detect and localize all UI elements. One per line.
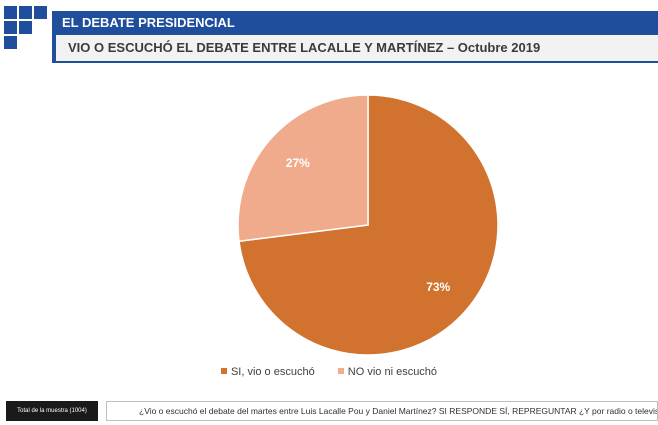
chart-legend: SI, vio o escuchó NO vio ni escuchó: [0, 366, 658, 378]
legend-item-si: SI, vio o escuchó: [220, 366, 315, 378]
pie-chart: 73% 27%: [237, 94, 499, 356]
legend-item-no: NO vio ni escuchó: [337, 366, 438, 378]
pie-slice-1: [237, 94, 369, 243]
legend-swatch-no: [337, 368, 344, 375]
legend-label-si: SI, vio o escuchó: [230, 366, 315, 378]
pie-label-1: 27%: [286, 156, 310, 170]
legend-swatch-si: [220, 368, 227, 375]
section-title: EL DEBATE PRESIDENCIAL: [52, 11, 658, 35]
legend-label-no: NO vio ni escuchó: [347, 366, 438, 378]
chart-subtitle: VIO O ESCUCHÓ EL DEBATE ENTRE LACALLE Y …: [52, 35, 658, 63]
company-logo: [4, 6, 48, 50]
sample-size-label: Total de la muestra (1004): [6, 401, 98, 421]
pie-label-0: 73%: [426, 280, 450, 294]
survey-question: ¿Vio o escuchó el debate del martes entr…: [106, 401, 658, 421]
